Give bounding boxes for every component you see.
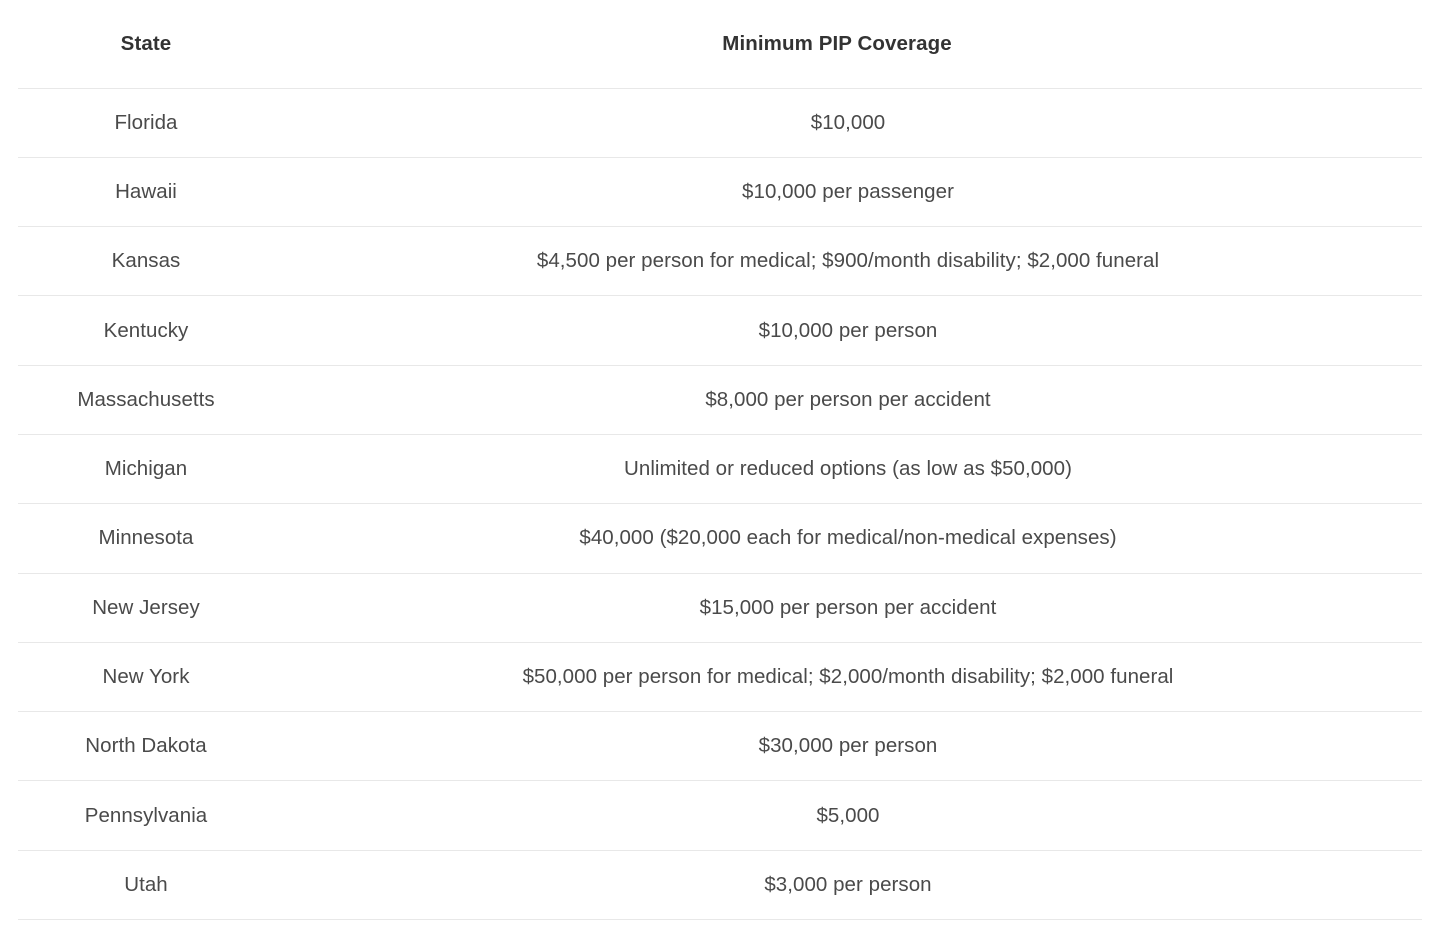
cell-state: Michigan	[18, 434, 274, 505]
column-header-coverage: Minimum PIP Coverage	[274, 0, 1422, 89]
cell-coverage: $15,000 per person per accident	[274, 573, 1422, 643]
table-container: State Minimum PIP Coverage Florida $10,00…	[18, 0, 1422, 921]
table-row: Utah $3,000 per person	[18, 850, 1422, 921]
cell-state: Pennsylvania	[18, 780, 274, 851]
cell-coverage: $10,000 per person	[274, 295, 1422, 366]
cell-coverage: Unlimited or reduced options (as low as …	[274, 434, 1422, 505]
table-row: Pennsylvania $5,000	[18, 780, 1422, 851]
cell-state: Massachusetts	[18, 365, 274, 435]
table-row: North Dakota $30,000 per person	[18, 711, 1422, 782]
table-row: New Jersey $15,000 per person per acciden…	[18, 573, 1422, 643]
cell-coverage: $5,000	[274, 780, 1422, 851]
table-row: Florida $10,000	[18, 88, 1422, 158]
cell-coverage: $8,000 per person per accident	[274, 365, 1422, 435]
cell-coverage: $4,500 per person for medical; $900/mont…	[274, 226, 1422, 297]
table-header: State Minimum PIP Coverage	[18, 0, 1422, 89]
cell-state: Kentucky	[18, 295, 274, 366]
table-row: Kansas $4,500 per person for medical; $90…	[18, 226, 1422, 297]
table-row: Minnesota $40,000 ($20,000 each for medic…	[18, 503, 1422, 574]
table-row: Hawaii $10,000 per passenger	[18, 157, 1422, 228]
cell-coverage: $10,000	[274, 88, 1422, 158]
cell-coverage: $3,000 per person	[274, 850, 1422, 921]
cell-state: Kansas	[18, 226, 274, 297]
cell-state: New York	[18, 642, 274, 713]
cell-state: Utah	[18, 850, 274, 921]
header-row: State Minimum PIP Coverage	[18, 0, 1422, 89]
cell-state: New Jersey	[18, 573, 274, 643]
cell-coverage: $40,000 ($20,000 each for medical/non-me…	[274, 503, 1422, 574]
cell-state: Florida	[18, 88, 274, 158]
cell-state: North Dakota	[18, 711, 274, 782]
cell-state: Minnesota	[18, 503, 274, 574]
table-row: Michigan Unlimited or reduced options (as…	[18, 434, 1422, 505]
cell-coverage: $50,000 per person for medical; $2,000/m…	[274, 642, 1422, 713]
minimum-pip-coverage-table: State Minimum PIP Coverage Florida $10,00…	[18, 0, 1422, 921]
table-row: Kentucky $10,000 per person	[18, 295, 1422, 366]
table-row: New York $50,000 per person for medical; …	[18, 642, 1422, 713]
cell-coverage: $30,000 per person	[274, 711, 1422, 782]
cell-state: Hawaii	[18, 157, 274, 228]
column-header-state: State	[18, 0, 274, 89]
table-body: Florida $10,000 Hawaii $10,000 per passenge…	[18, 88, 1422, 921]
table-row: Massachusetts $8,000 per person per accid…	[18, 365, 1422, 435]
cell-coverage: $10,000 per passenger	[274, 157, 1422, 228]
